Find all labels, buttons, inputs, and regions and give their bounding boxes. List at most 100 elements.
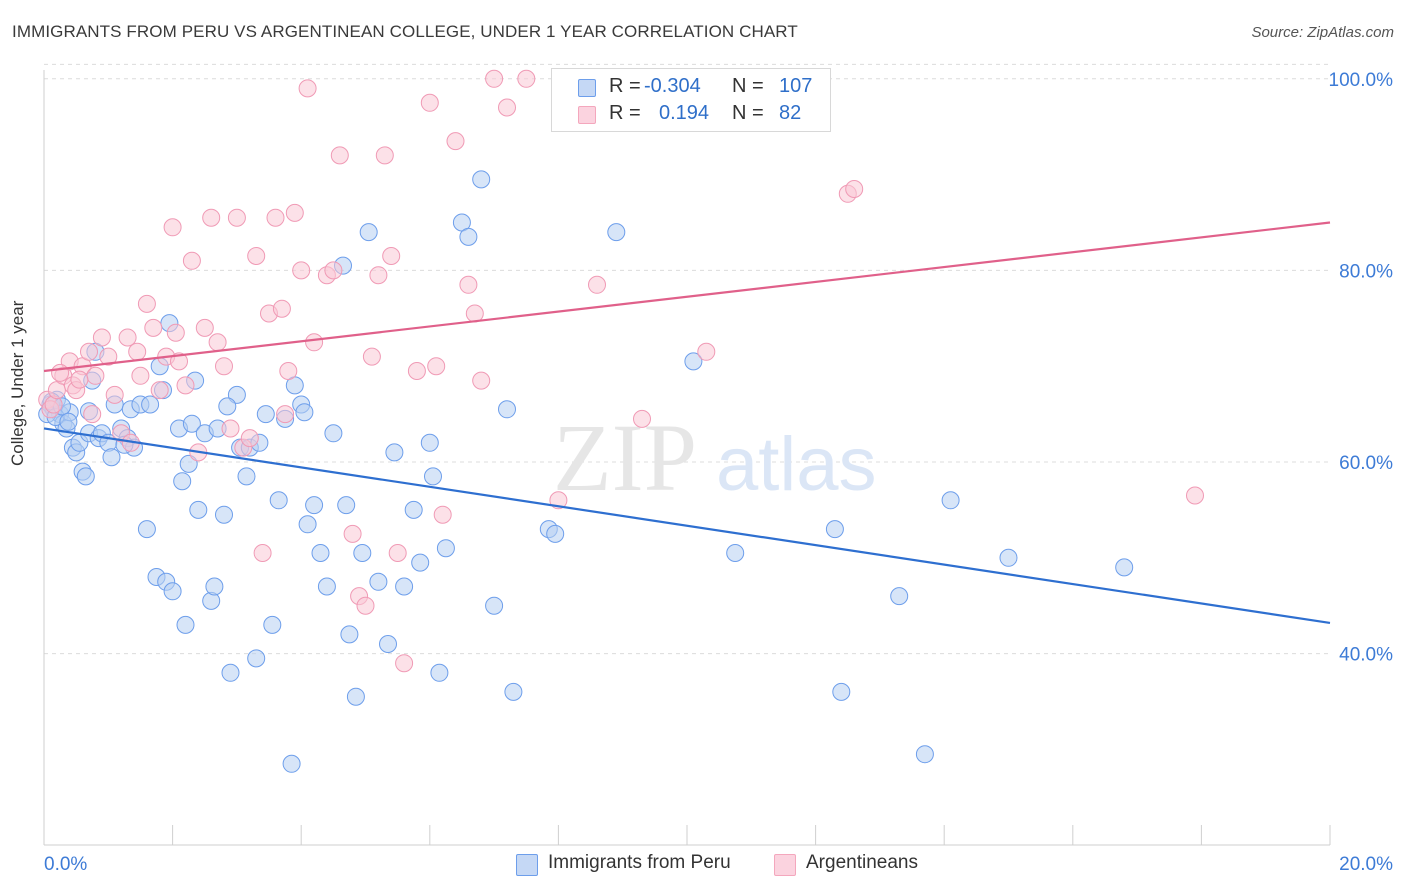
peru-point xyxy=(295,403,314,422)
legend-n-label: N = xyxy=(732,75,764,97)
peru-point xyxy=(76,467,95,486)
peru-point xyxy=(189,500,208,519)
argentinean-point xyxy=(118,328,137,347)
legend-n-value-argentineans: 82 xyxy=(779,102,802,124)
peru-point xyxy=(298,515,317,534)
peru-point xyxy=(317,577,336,596)
peru-point xyxy=(311,544,330,562)
peru-point xyxy=(890,587,909,606)
peru-point xyxy=(607,223,626,242)
peru-point xyxy=(546,524,565,543)
argentinean-point xyxy=(588,275,606,294)
peru-point xyxy=(282,754,301,773)
argentinean-point xyxy=(395,654,414,673)
series-legend: Immigrants from Peru Argentineans xyxy=(0,852,1406,878)
argentinean-point xyxy=(86,366,105,385)
peru-point xyxy=(404,500,423,519)
argentinean-point xyxy=(697,342,716,361)
peru-point xyxy=(227,385,246,404)
peru-point xyxy=(385,443,404,462)
legend-label-argentineans: Argentineans xyxy=(806,852,918,873)
legend-swatch-argentineans xyxy=(774,854,796,876)
peru-point xyxy=(215,505,233,524)
peru-point xyxy=(221,663,240,682)
argentinean-point xyxy=(369,266,388,285)
legend-swatch-peru xyxy=(578,79,596,97)
peru-point xyxy=(353,544,372,562)
argentinean-point xyxy=(633,409,651,428)
peru-point xyxy=(411,553,430,572)
argentinean-point xyxy=(362,347,381,366)
peru-point xyxy=(218,397,237,416)
peru-point xyxy=(237,467,256,486)
peru-point xyxy=(726,544,745,562)
argentinean-point xyxy=(498,98,516,117)
y-tick-label: 80.0% xyxy=(1339,261,1393,282)
peru-point xyxy=(359,223,378,242)
trend-lines xyxy=(43,221,1331,625)
argentinean-point xyxy=(459,275,478,294)
argentinean-point xyxy=(131,366,150,385)
peru-point xyxy=(832,682,851,701)
argentinean-point xyxy=(70,370,89,389)
legend-n-label: N = xyxy=(732,102,764,124)
argentinean-point xyxy=(446,132,465,151)
stats-legend: R = -0.304 N = 107 R = 0.194 N = 82 xyxy=(551,68,831,132)
peru-point xyxy=(498,400,516,419)
argentinean-point xyxy=(80,342,98,361)
peru-point xyxy=(256,405,275,424)
peru-point xyxy=(205,577,224,596)
peru-point xyxy=(915,745,934,764)
data-points xyxy=(38,69,1204,773)
peru-point xyxy=(340,625,359,644)
peru-point xyxy=(941,491,960,510)
argentinean-point xyxy=(1186,486,1204,505)
argentinean-point xyxy=(99,347,118,366)
peru-point xyxy=(337,496,356,515)
argentinean-point xyxy=(356,596,375,615)
peru-point xyxy=(504,682,523,701)
watermark-zip: ZIP xyxy=(553,404,697,511)
argentinean-point xyxy=(170,352,188,371)
peru-point xyxy=(379,635,397,653)
peru-point xyxy=(1115,558,1134,577)
argentinean-point xyxy=(247,247,266,265)
peru-point xyxy=(485,596,504,615)
argentinean-point xyxy=(330,146,349,165)
argentinean-point xyxy=(292,261,311,280)
peru-point xyxy=(999,548,1018,567)
argentinean-point xyxy=(202,208,221,227)
peru-point xyxy=(825,520,844,539)
argentinean-point xyxy=(266,208,285,227)
y-tick-label: 100.0% xyxy=(1329,70,1394,91)
peru-point xyxy=(179,454,198,473)
argentinean-trend-line xyxy=(43,221,1331,373)
argentinean-point xyxy=(272,299,291,318)
peru-point xyxy=(369,572,388,591)
argentinean-point xyxy=(83,405,102,424)
peru-point xyxy=(137,520,156,539)
argentinean-point xyxy=(105,385,124,404)
watermark-atlas: atlas xyxy=(716,422,877,507)
peru-point xyxy=(472,170,491,189)
argentinean-point xyxy=(253,544,272,562)
argentinean-point xyxy=(144,318,163,337)
peru-trend-line xyxy=(43,427,1331,625)
source-label: Source: ZipAtlas.com xyxy=(1251,24,1394,41)
argentinean-point xyxy=(176,376,195,395)
y-tick-label: 60.0% xyxy=(1339,453,1393,474)
argentinean-point xyxy=(215,357,233,376)
legend-r-value-peru: -0.304 xyxy=(644,75,701,97)
legend-n-value-peru: 107 xyxy=(779,75,813,97)
peru-point xyxy=(141,395,160,414)
argentinean-point xyxy=(51,363,70,382)
argentinean-point xyxy=(92,328,111,347)
peru-point xyxy=(424,467,442,486)
argentinean-point xyxy=(472,371,491,390)
argentinean-point xyxy=(305,333,324,352)
peru-point xyxy=(269,491,288,510)
peru-point xyxy=(176,615,195,634)
argentinean-point xyxy=(324,261,343,280)
x-tick-label: 0.0% xyxy=(44,854,87,875)
peru-point xyxy=(102,448,121,467)
